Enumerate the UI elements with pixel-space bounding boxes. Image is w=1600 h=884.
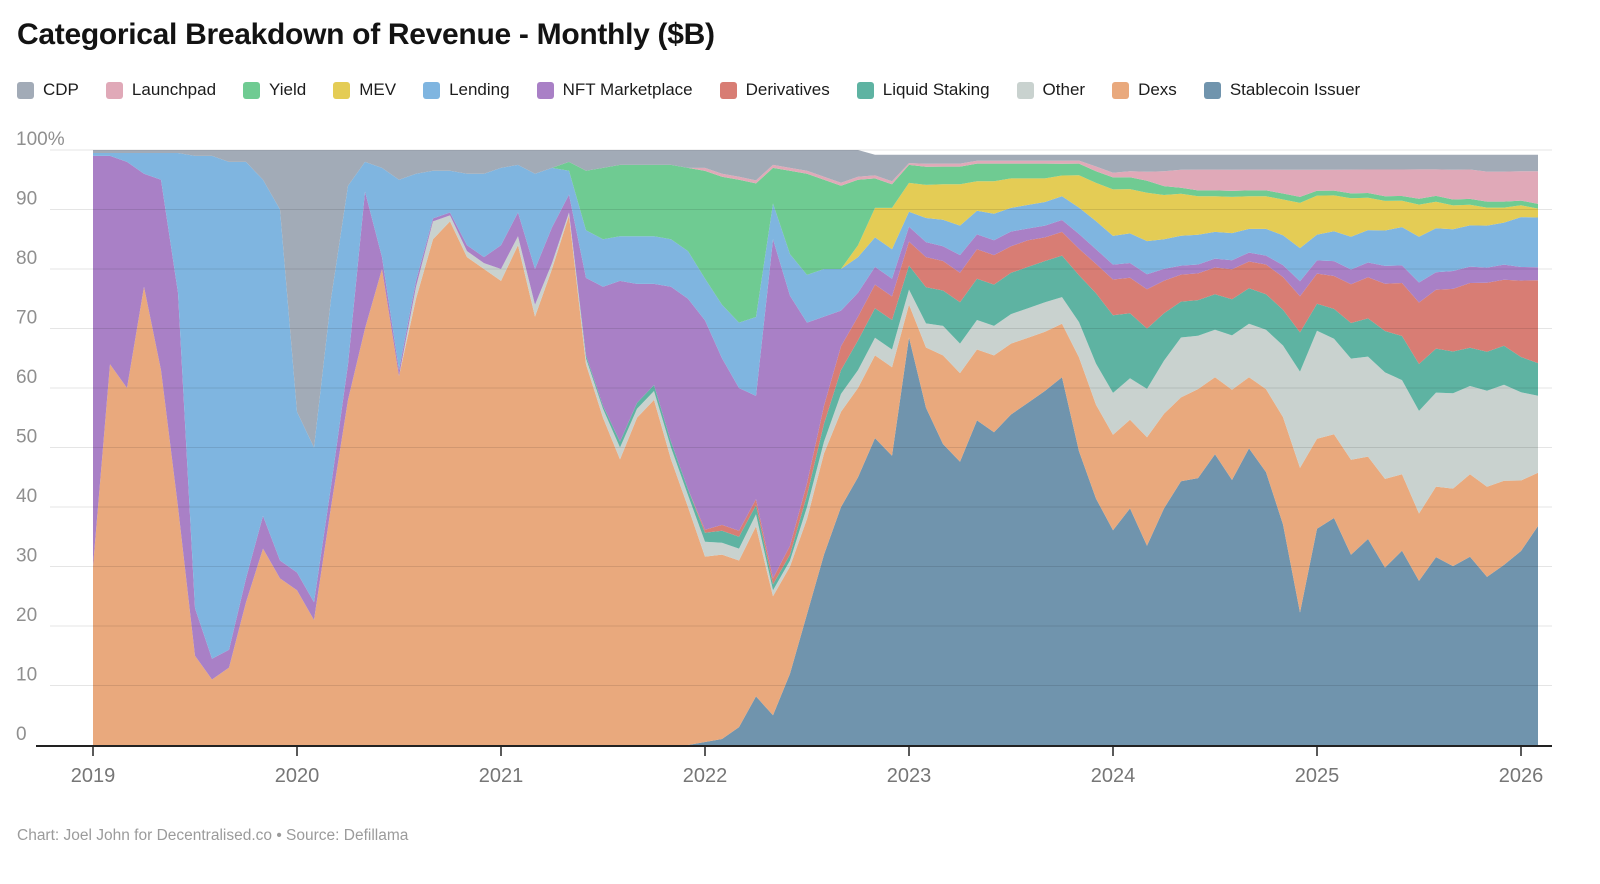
y-tick-label: 30 xyxy=(16,546,37,567)
legend-item-other: Other xyxy=(1016,80,1086,100)
chart-title: Categorical Breakdown of Revenue - Month… xyxy=(17,18,715,51)
legend-swatch xyxy=(333,81,351,99)
legend-swatch xyxy=(105,81,123,99)
x-tick-label: 2021 xyxy=(479,765,524,787)
legend-label: Liquid Staking xyxy=(882,80,990,99)
x-tick-label: 2025 xyxy=(1295,765,1340,787)
y-tick-label: 70 xyxy=(16,308,37,329)
legend-label: Launchpad xyxy=(131,80,217,99)
y-tick-label: 20 xyxy=(16,605,37,626)
x-tick-label: 2024 xyxy=(1091,765,1136,787)
legend-swatch xyxy=(856,81,874,99)
legend-swatch xyxy=(243,81,261,99)
x-tick-label: 2026 xyxy=(1499,765,1544,787)
legend-item-nft-marketplace: NFT Marketplace xyxy=(536,80,693,100)
legend-swatch xyxy=(536,81,554,99)
area-series-launchpad[interactable] xyxy=(93,153,1538,448)
legend-item-dexs: Dexs xyxy=(1112,80,1177,100)
legend-item-stablecoin-issuer: Stablecoin Issuer xyxy=(1203,80,1361,100)
legend-swatch xyxy=(423,81,441,99)
y-tick-label: 10 xyxy=(16,665,37,686)
legend-label: Lending xyxy=(449,80,510,99)
legend-label: NFT Marketplace xyxy=(562,80,693,99)
legend-swatch xyxy=(1016,81,1034,99)
legend-item-yield: Yield xyxy=(243,80,306,100)
legend-label: Other xyxy=(1042,80,1086,99)
x-tick-label: 2020 xyxy=(275,765,320,787)
legend-item-derivatives: Derivatives xyxy=(719,80,830,100)
legend-item-mev: MEV xyxy=(333,80,396,100)
area-series-derivatives[interactable] xyxy=(93,212,1538,680)
legend: CDP Launchpad Yield MEV Lending NFT Marketpla… xyxy=(17,80,1360,100)
legend-item-lending: Lending xyxy=(423,80,510,100)
x-tick-label: 2022 xyxy=(683,765,728,787)
area-series-yield[interactable] xyxy=(93,153,1538,448)
legend-swatch xyxy=(719,81,737,99)
y-tick-label: 80 xyxy=(16,248,37,269)
x-tick-label: 2023 xyxy=(887,765,932,787)
legend-item-liquid-staking: Liquid Staking xyxy=(856,80,990,100)
area-series-stablecoin-issuer[interactable] xyxy=(93,337,1538,746)
legend-swatch xyxy=(1112,81,1130,99)
legend-label: Stablecoin Issuer xyxy=(1229,80,1361,99)
gridlines xyxy=(50,149,1552,686)
y-tick-label: 40 xyxy=(16,486,37,507)
y-tick-label: 0 xyxy=(16,724,27,745)
legend-item-launchpad: Launchpad xyxy=(105,80,217,100)
plot-area[interactable] xyxy=(93,150,1538,745)
area-series-lending[interactable] xyxy=(93,153,1538,659)
y-tick-label: 90 xyxy=(16,189,37,210)
legend-label: Derivatives xyxy=(745,80,830,99)
legend-item-cdp: CDP xyxy=(17,80,79,100)
y-tick-label: 100% xyxy=(16,129,65,150)
chart-footer: Chart: Joel John for Decentralised.co • … xyxy=(17,827,409,844)
y-tick-label: 60 xyxy=(16,367,37,388)
legend-label: Dexs xyxy=(1138,80,1177,99)
y-tick-label: 50 xyxy=(16,427,37,448)
legend-label: CDP xyxy=(43,80,79,99)
legend-swatch xyxy=(1203,81,1221,99)
area-series-dexs[interactable] xyxy=(93,215,1538,745)
legend-label: Yield xyxy=(269,80,307,99)
legend-swatch xyxy=(17,81,34,99)
area-series-mev[interactable] xyxy=(93,153,1538,448)
legend-label: MEV xyxy=(359,80,397,99)
area-series-nft-marketplace[interactable] xyxy=(93,155,1538,680)
x-axis: 2019 2020 2021 2022 2023 2024 2025 2026 xyxy=(36,745,1552,787)
area-series-liquid-staking[interactable] xyxy=(93,212,1538,680)
y-axis: 0 10 20 30 40 50 60 70 80 90 100% xyxy=(16,129,65,745)
x-tick-label: 2019 xyxy=(71,765,116,787)
